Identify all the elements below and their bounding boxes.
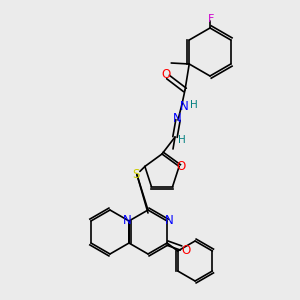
- Text: N: N: [172, 112, 182, 125]
- Text: N: N: [180, 100, 188, 112]
- Text: F: F: [208, 14, 214, 24]
- Text: N: N: [123, 214, 131, 226]
- Text: N: N: [165, 214, 173, 226]
- Text: O: O: [161, 68, 171, 80]
- Text: O: O: [182, 244, 191, 256]
- Text: S: S: [132, 168, 140, 181]
- Text: H: H: [178, 135, 186, 145]
- Text: H: H: [190, 100, 198, 110]
- Text: O: O: [176, 160, 186, 173]
